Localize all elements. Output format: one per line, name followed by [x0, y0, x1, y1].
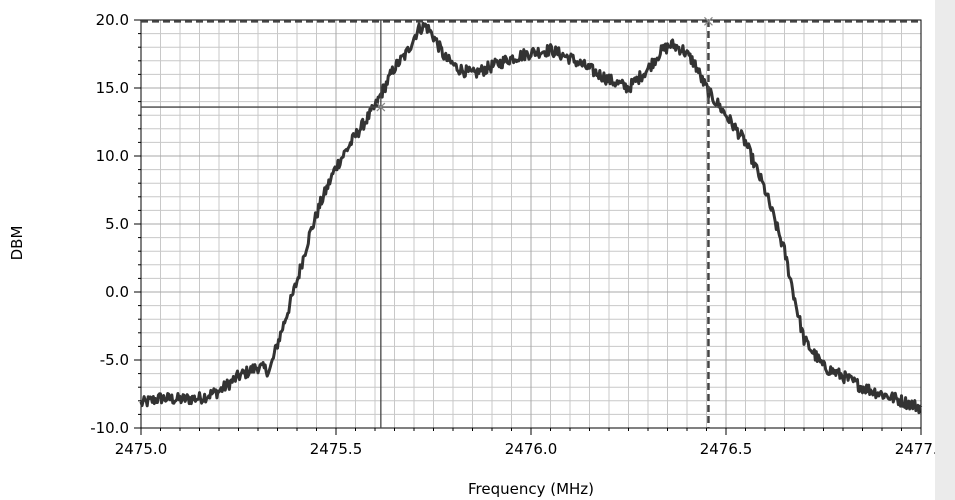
y-tick-label: 20.0: [96, 11, 129, 29]
x-axis-title: Frequency (MHz): [468, 480, 594, 498]
y-axis-title: DBM: [8, 226, 26, 261]
y-tick-label: -5.0: [100, 351, 129, 369]
y-tick-label: -10.0: [90, 419, 129, 437]
x-tick-label: 2476.5: [700, 440, 753, 458]
y-tick-label: 15.0: [96, 79, 129, 97]
cursor-1-marker[interactable]: [376, 102, 386, 112]
y-tick-labels: 20.0 15.0 10.0 5.0 0.0 -5.0 -10.0: [90, 11, 129, 437]
x-tick-label: 2475.5: [310, 440, 363, 458]
scrollbar-strip[interactable]: [935, 0, 955, 500]
y-tick-label: 10.0: [96, 147, 129, 165]
x-tick-labels: 2475.0 2475.5 2476.0 2476.5 2477.0: [115, 440, 948, 458]
x-tick-label: 2477.0: [895, 440, 948, 458]
x-tick-label: 2476.0: [505, 440, 558, 458]
x-tick-label: 2475.0: [115, 440, 168, 458]
cursor-layer[interactable]: [141, 16, 921, 428]
tick-marks: [134, 19, 922, 435]
y-tick-label: 5.0: [105, 215, 129, 233]
y-tick-label: 0.0: [105, 283, 129, 301]
cursor-2-marker[interactable]: [704, 16, 713, 26]
series-line: [139, 21, 923, 415]
